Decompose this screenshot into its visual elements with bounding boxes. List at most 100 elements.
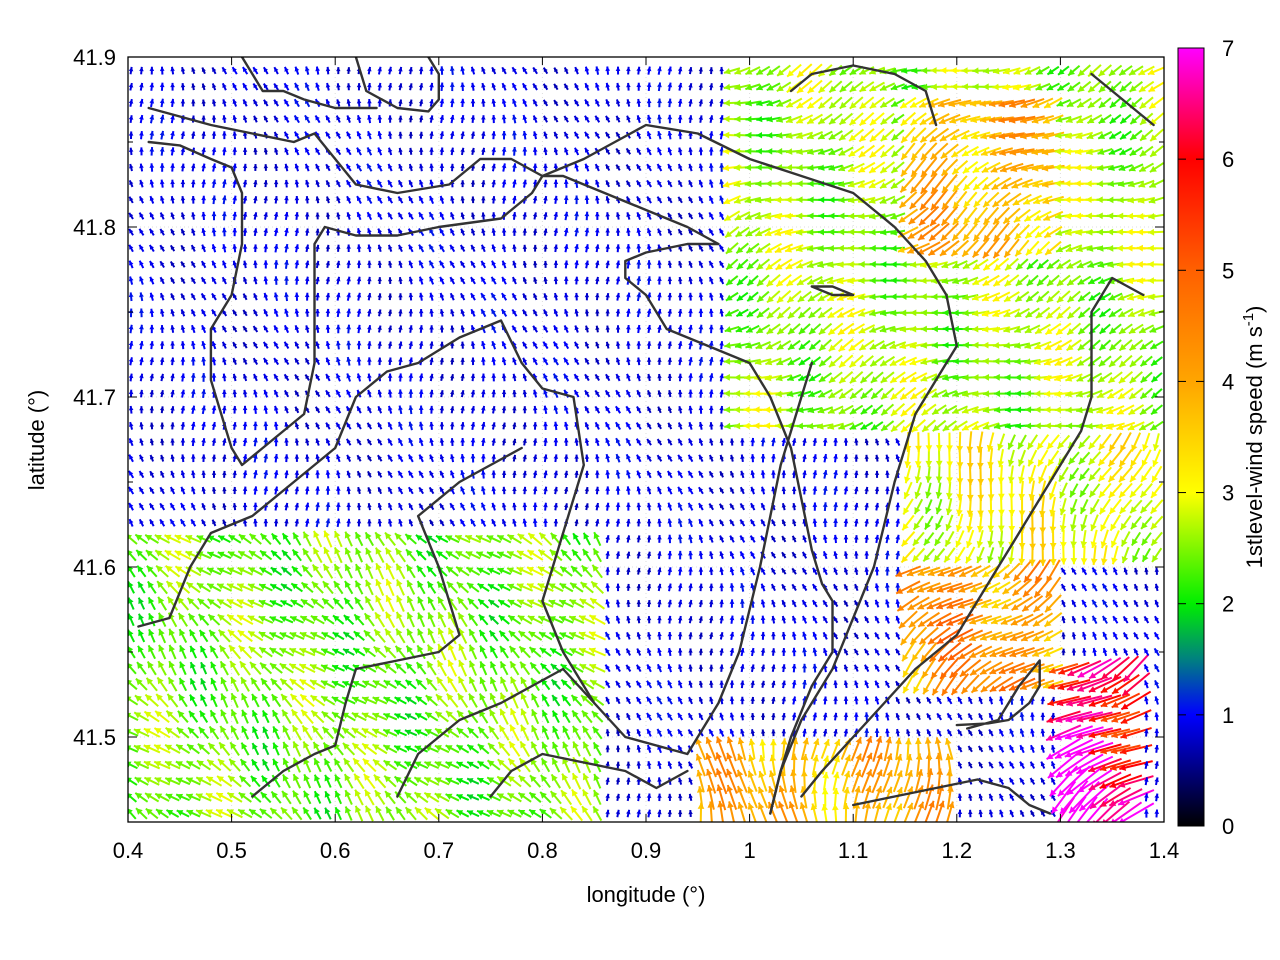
wind-arrow [486, 809, 501, 818]
wind-arrow [605, 729, 610, 737]
wind-arrow [302, 741, 312, 757]
wind-arrow [434, 807, 450, 820]
wind-arrow [423, 776, 440, 786]
wind-arrow [592, 741, 602, 756]
wind-arrow [186, 809, 201, 818]
wind-arrow [592, 726, 603, 740]
wind-arrow [924, 737, 932, 761]
wind-arrow [261, 758, 270, 772]
wind-arrow [559, 806, 573, 821]
colorbar-label-end: ) [1242, 306, 1267, 313]
wind-arrow [195, 776, 212, 786]
x-tick-label: 0.9 [631, 838, 662, 863]
wind-arrow [541, 741, 550, 757]
wind-arrow [850, 736, 862, 762]
wind-arrow [302, 806, 312, 821]
wind-arrow [646, 809, 652, 818]
wind-arrow [737, 785, 748, 810]
wind-arrow [667, 809, 672, 818]
colorbar-tick-label: 6 [1222, 147, 1234, 172]
wind-arrow [517, 792, 532, 803]
wind-arrow [636, 745, 642, 753]
wind-arrow [1075, 741, 1114, 757]
wind-arrow [413, 776, 429, 786]
wind-arrow [605, 745, 610, 753]
wind-arrow [215, 808, 234, 819]
wind-arrow [185, 777, 201, 786]
wind-arrow [822, 771, 829, 791]
colorbar-tick-label: 1 [1222, 703, 1234, 728]
wind-arrow [424, 761, 440, 770]
wind-arrow [998, 761, 1005, 769]
x-tick-label: 0.4 [113, 838, 144, 863]
wind-arrow [531, 724, 540, 741]
wind-arrow [570, 805, 583, 822]
x-tick-label: 0.5 [216, 838, 247, 863]
wind-arrow [802, 728, 807, 737]
wind-arrow [810, 738, 820, 760]
wind-arrow [311, 725, 324, 740]
wind-arrow [757, 786, 769, 809]
wind-arrow [646, 793, 652, 802]
wind-arrow [552, 725, 560, 740]
wind-arrow [238, 791, 252, 803]
wind-arrow [678, 793, 683, 801]
wind-arrow [259, 808, 273, 819]
wind-arrow [195, 809, 212, 818]
wind-arrow [957, 729, 963, 737]
wind-arrow [250, 775, 261, 788]
wind-arrow [507, 809, 522, 818]
wind-arrow [1144, 761, 1149, 769]
wind-arrow [551, 757, 561, 773]
wind-arrow [404, 791, 418, 804]
wind-arrow [832, 787, 840, 807]
wind-arrow [143, 744, 161, 754]
wind-arrow [145, 807, 159, 820]
wind-arrow [476, 809, 491, 818]
wind-arrow [541, 725, 550, 740]
wind-arrow [128, 777, 138, 786]
wind-arrow [902, 786, 914, 809]
wind-arrow [913, 801, 925, 822]
wind-arrow [1054, 738, 1094, 760]
wind-arrow [695, 753, 706, 777]
wind-arrow [1019, 744, 1025, 754]
wind-arrow [872, 785, 883, 809]
colorbar-tick-label: 7 [1222, 36, 1234, 61]
wind-arrow [143, 727, 161, 738]
wind-arrow [372, 758, 388, 772]
wind-arrow [1076, 796, 1098, 822]
wind-arrow [903, 769, 913, 793]
wind-arrow [154, 776, 171, 786]
wind-arrow [393, 760, 408, 770]
wind-arrow [560, 789, 573, 806]
wind-arrow [696, 769, 705, 793]
wind-arrow [128, 761, 138, 770]
wind-arrow [705, 736, 717, 762]
wind-arrow [1050, 744, 1056, 753]
wind-arrow [718, 728, 725, 737]
y-axis-label: latitude (°) [24, 390, 49, 491]
wind-arrow [864, 801, 871, 822]
wind-arrow [175, 760, 191, 770]
wind-arrow [615, 777, 621, 785]
wind-arrow [292, 773, 302, 789]
wind-arrow [571, 772, 582, 790]
wind-arrow [582, 772, 592, 790]
wind-arrow [226, 808, 243, 819]
wind-arrow [445, 808, 460, 819]
wind-arrow [272, 742, 280, 756]
wind-arrow [1008, 761, 1015, 769]
wind-arrow [262, 726, 270, 740]
wind-arrow [164, 726, 181, 739]
wind-arrow [540, 774, 551, 789]
wind-arrow [626, 745, 631, 753]
wind-arrow [219, 725, 230, 741]
wind-arrow [562, 741, 571, 757]
wind-arrow [539, 791, 552, 804]
wind-arrow [176, 809, 190, 818]
wind-arrow [1064, 753, 1104, 777]
wind-arrow [748, 754, 757, 776]
wind-arrow [292, 757, 301, 773]
wind-arrow [737, 737, 747, 761]
